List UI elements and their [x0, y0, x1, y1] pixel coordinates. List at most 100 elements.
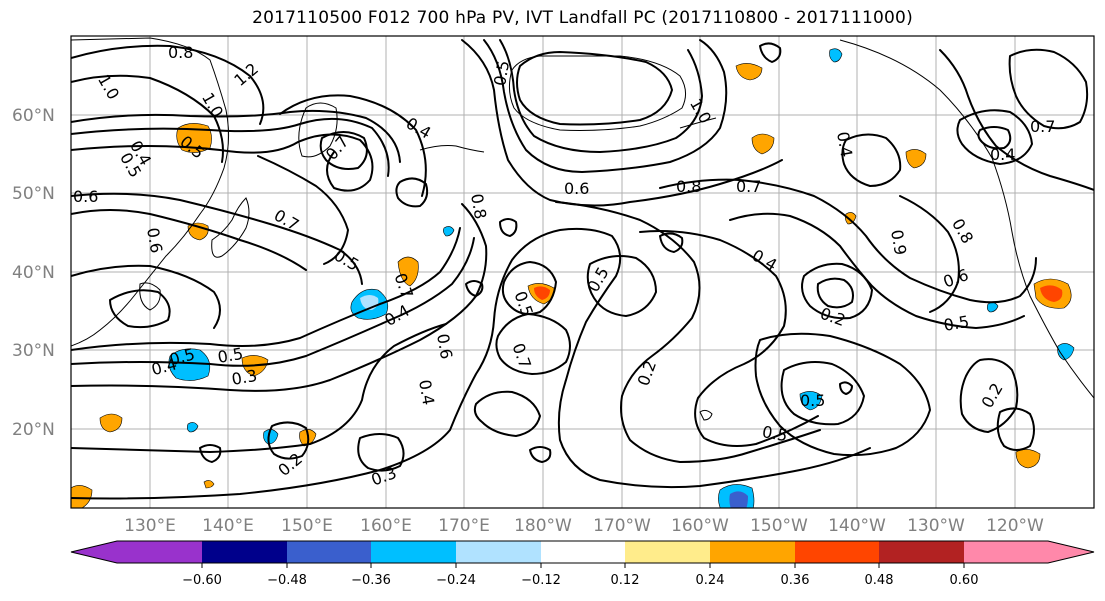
contour-line	[639, 230, 819, 447]
positive-anomaly	[905, 149, 927, 169]
colorbar-label: 0.60	[950, 573, 979, 588]
longitude-labels: 130°E 140°E 150°E 160°E 170°E 180°W 170°…	[124, 516, 1044, 536]
lon-label: 170°E	[438, 516, 490, 536]
kamchatka-coastline	[298, 102, 338, 158]
contour-line	[801, 262, 873, 320]
colorbar-label: −0.48	[267, 573, 307, 588]
contour-label: 0.7	[736, 177, 761, 196]
contour-line	[199, 444, 222, 463]
negative-anomaly	[187, 422, 199, 433]
chart-title: 2017110500 F012 700 hPa PV, IVT Landfall…	[252, 8, 913, 28]
contour-line	[483, 39, 728, 173]
contour-line	[71, 237, 475, 367]
latitude-labels: 60°N 50°N 40°N 30°N 20°N	[12, 106, 55, 440]
contour-line	[839, 381, 853, 395]
contour-label: 0.7	[1030, 117, 1055, 136]
alaska-coastline	[508, 55, 686, 131]
contour-label: 0.6	[143, 226, 166, 254]
contour-line	[71, 44, 265, 125]
lat-label: 20°N	[12, 420, 55, 440]
positive-anomaly-strong	[534, 286, 550, 300]
positive-anomaly	[751, 133, 775, 155]
contour-line	[939, 49, 1094, 191]
contour-line	[279, 94, 427, 197]
north-america-coastline	[839, 39, 1094, 399]
contour-line	[516, 51, 673, 126]
contour-line	[659, 178, 1037, 304]
contour-line	[899, 195, 960, 313]
negative-anomaly	[443, 226, 455, 237]
negative-anomaly	[799, 391, 823, 411]
contour-line	[473, 390, 541, 437]
contour-label: 0.3	[230, 366, 258, 389]
colorbar-segment	[287, 541, 371, 563]
colorbar-segment	[456, 541, 541, 563]
contour-label: 0.5	[800, 391, 825, 410]
contour-label: 0.8	[676, 177, 701, 196]
colorbar-label: −0.60	[182, 573, 222, 588]
contour-line	[319, 131, 368, 170]
lat-label: 50°N	[12, 184, 55, 204]
contour-line	[71, 203, 488, 392]
positive-anomaly	[203, 480, 215, 489]
hawaii-coastline	[699, 409, 713, 421]
contour-label: 0.9	[887, 228, 910, 256]
lon-label: 140°E	[202, 516, 254, 536]
contour-line	[71, 192, 363, 285]
contour-line	[529, 446, 552, 463]
contour-line	[71, 264, 221, 329]
contour-label: 0.6	[433, 332, 456, 360]
contour-line	[959, 358, 1019, 433]
colorbar-label: 0.12	[611, 573, 640, 588]
lat-label: 30°N	[12, 341, 55, 361]
positive-anomaly	[397, 256, 419, 287]
shaded-anomalies	[71, 48, 1075, 508]
positive-anomaly	[71, 485, 93, 508]
contour-line	[780, 361, 865, 426]
positive-anomaly	[1015, 449, 1041, 469]
negative-anomaly	[1057, 343, 1075, 361]
lon-label: 160°E	[360, 516, 412, 536]
contour-line	[499, 39, 703, 153]
negative-anomaly	[168, 348, 211, 381]
contour-line	[71, 227, 461, 351]
contour-line	[501, 261, 557, 315]
contour-label: 0.5	[490, 59, 513, 87]
negative-anomaly	[829, 48, 843, 63]
coastlines	[71, 37, 1094, 421]
contour-line	[759, 42, 782, 63]
contour-line	[499, 218, 518, 237]
contour-label: 0.8	[467, 192, 490, 220]
contour-line	[659, 232, 684, 253]
contour-line	[267, 421, 310, 460]
contour-line	[395, 177, 429, 208]
lon-label: 180°W	[514, 516, 572, 536]
contour-line	[977, 126, 1012, 150]
contour-line	[1008, 48, 1089, 130]
colorbar-ticks	[201, 563, 965, 568]
contour-line	[816, 277, 854, 309]
contour-label: 0.8	[168, 43, 193, 62]
contour-line	[71, 109, 401, 163]
gridlines	[71, 36, 1094, 508]
korea-coastline	[139, 282, 161, 311]
positive-anomaly	[735, 63, 763, 81]
contour-label: 0.5	[942, 312, 970, 335]
colorbar-segment	[202, 541, 287, 563]
lon-label: 150°W	[750, 516, 808, 536]
contour-line	[729, 212, 1025, 329]
colorbar-label: −0.12	[521, 573, 561, 588]
contour-line	[996, 407, 1035, 451]
contour-line	[109, 289, 171, 329]
lon-label: 160°W	[671, 516, 729, 536]
colorbar-label: 0.24	[696, 573, 725, 588]
colorbar-label: 0.48	[865, 573, 894, 588]
contour-line	[71, 117, 390, 177]
japan-coastline	[211, 197, 250, 258]
contour-label: 0.4	[833, 130, 856, 158]
map-frame	[70, 35, 1095, 509]
lon-label: 150°E	[281, 516, 333, 536]
colorbar-segment	[541, 541, 625, 563]
colorbar-segment	[371, 541, 456, 563]
